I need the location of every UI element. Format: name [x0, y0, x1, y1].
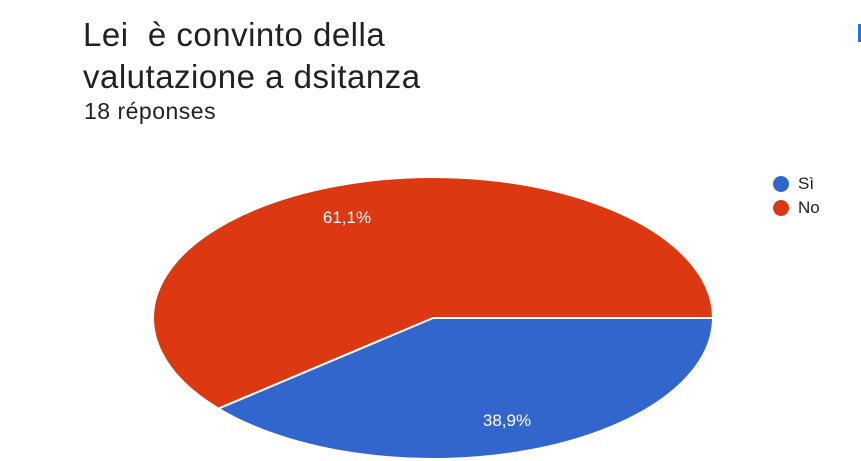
legend-label-si: Sì	[798, 174, 815, 193]
pie-slice-no[interactable]	[152, 176, 715, 410]
pie-slice-si[interactable]	[216, 317, 715, 460]
legend-swatch-no	[773, 200, 789, 216]
slice-label-no: 61,1%	[323, 208, 371, 227]
legend-label-no: No	[798, 198, 820, 217]
legend-item-si[interactable]: Sì	[773, 172, 820, 196]
edge-marker	[858, 24, 861, 42]
slice-label-si: 38,9%	[483, 411, 531, 430]
legend-item-no[interactable]: No	[773, 196, 820, 220]
chart-title: Lei è convinto della valutazione a dsita…	[83, 16, 421, 95]
response-count: 18 réponses	[84, 98, 217, 124]
chart-legend: Sì No	[773, 172, 820, 220]
legend-swatch-si	[773, 176, 789, 192]
